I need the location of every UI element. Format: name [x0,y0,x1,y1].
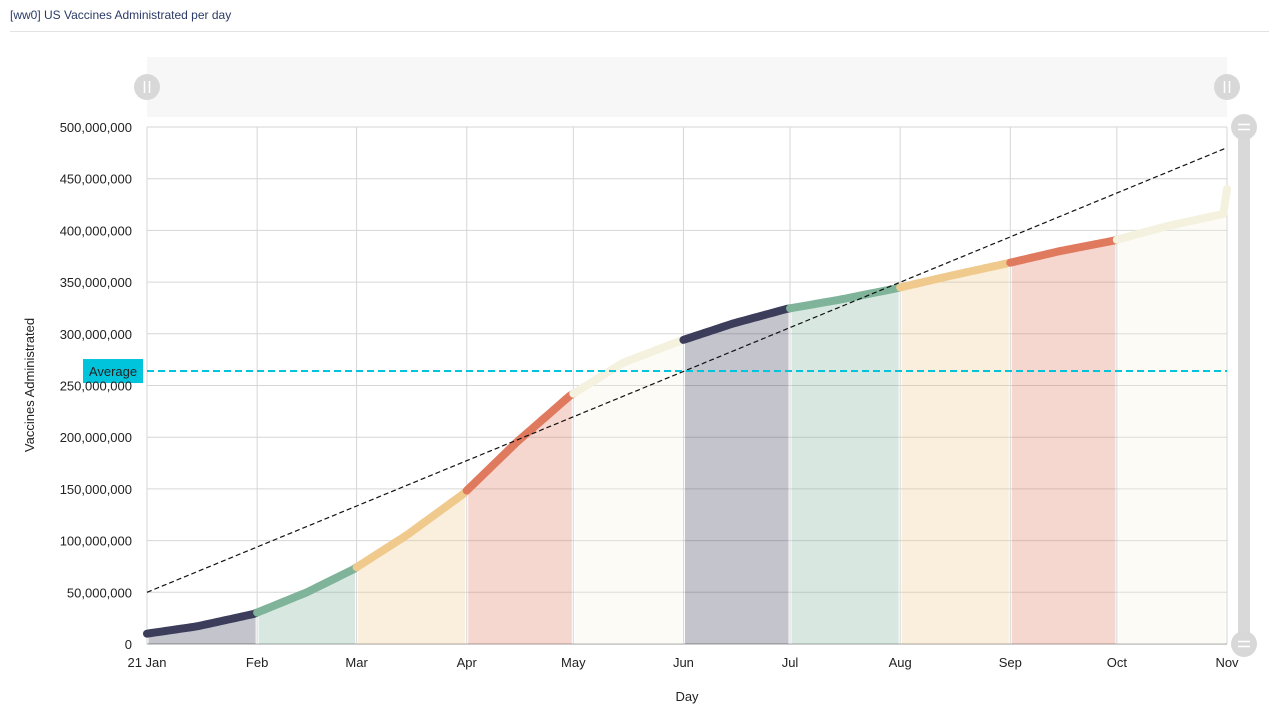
month-area-band [574,339,682,644]
x-tick-label: Feb [246,655,268,670]
title-divider [10,31,1269,32]
line-segment [896,258,1015,292]
average-label: Average [89,364,137,379]
x-axis-ticks: 21 Jan Feb Mar Apr May Jun Jul Aug Sep Oct Nov [127,655,1239,670]
month-area-band [1118,189,1226,645]
y-tick-label: 250,000,000 [60,379,132,394]
x-tick-label: Jun [673,655,694,670]
y-tick-label: 450,000,000 [60,172,132,187]
y-tick-label: 200,000,000 [60,430,132,445]
x-tick-label: Aug [889,655,912,670]
line-segment [1006,235,1121,267]
month-area-band [258,567,356,644]
x-tick-label: 21 Jan [127,655,166,670]
equals-grip-icon [1231,114,1257,140]
trend-line [146,147,1228,593]
trend-dashed-line [146,147,1228,593]
x-tick-label: Oct [1107,655,1128,670]
pause-grip-icon [1214,74,1240,100]
navigator-track [147,57,1227,117]
y-tick-label: 150,000,000 [60,482,132,497]
cumulative-line [143,185,1231,638]
y-tick-label: 400,000,000 [60,223,132,238]
y-tick-label: 350,000,000 [60,275,132,290]
y-axis-title: Vaccines Administrated [22,318,37,452]
y-tick-label: 300,000,000 [60,327,132,342]
x-axis-title: Day [675,689,699,704]
scrollbar-bottom-handle[interactable] [1231,631,1257,657]
line-segment [1112,185,1231,244]
scrollbar-top-handle[interactable] [1231,114,1257,140]
line-segment [143,608,262,638]
month-area-band [901,262,1009,644]
y-tick-label: 0 [125,637,132,652]
average-line: Average [83,359,1227,384]
month-area-band [1011,239,1116,644]
y-tick-label: 50,000,000 [67,585,132,600]
month-area-bands [148,189,1226,645]
navigator-left-handle[interactable] [134,74,160,100]
range-navigator[interactable] [134,57,1240,117]
y-axis-ticks: 0 50,000,000 100,000,000 150,000,000 200,000… [60,120,132,652]
month-area-band [468,393,572,644]
x-tick-label: Jul [782,655,799,670]
grid-lines [146,126,1228,645]
x-tick-label: Apr [457,655,478,670]
line-segment [253,563,361,617]
x-tick-label: Mar [345,655,368,670]
scrollbar-track[interactable] [1238,127,1250,644]
pause-grip-icon [134,74,160,100]
average-label-box [83,359,143,384]
month-area-band [358,490,466,644]
chart-title: [ww0] US Vaccines Administrated per day [10,8,232,22]
equals-grip-icon [1231,631,1257,657]
x-tick-label: Sep [999,655,1022,670]
x-tick-label: May [561,655,586,670]
navigator-right-handle[interactable] [1214,74,1240,100]
line-segment [352,486,471,572]
y-tick-label: 100,000,000 [60,534,132,549]
month-area-band [791,287,899,644]
x-tick-label: Nov [1215,655,1239,670]
month-area-band [684,308,789,644]
line-segment [679,304,795,344]
line-segment [786,283,905,313]
line-segment [569,335,688,398]
vertical-scrollbar[interactable] [1231,114,1257,657]
y-tick-label: 500,000,000 [60,120,132,135]
